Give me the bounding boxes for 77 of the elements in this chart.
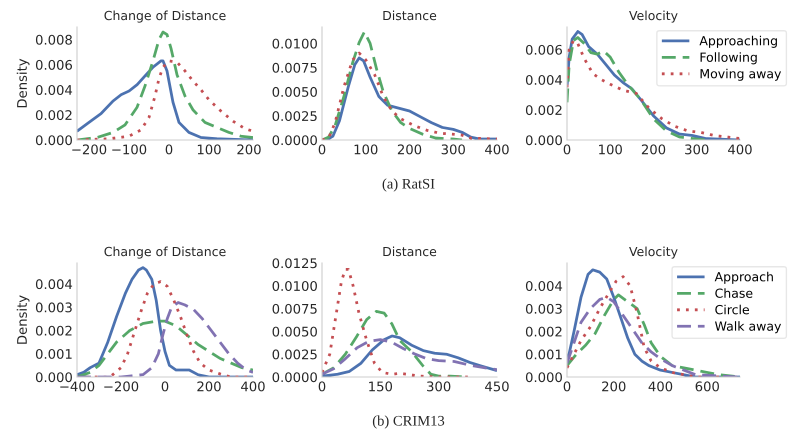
x-tick-label: 0 xyxy=(162,381,168,392)
x-tick-label: 300 xyxy=(427,381,450,392)
y-tick-label: 0.0000 xyxy=(272,372,317,382)
x-tick-label: −400 xyxy=(60,381,94,392)
text: (b) CRIM13 xyxy=(372,415,444,429)
x-tick-label: 100 xyxy=(198,144,221,154)
chart-title: Change of Distance xyxy=(104,10,226,23)
y-tick-label: 0.0075 xyxy=(272,62,317,73)
y-tick-label: 0.001 xyxy=(526,349,562,360)
x-tick-label: 200 xyxy=(197,381,221,392)
y-tick-label: 0.0050 xyxy=(272,326,317,337)
x-tick-label: 600 xyxy=(696,381,719,392)
x-tick-label: 100 xyxy=(599,144,622,154)
y-tick-label: 0.000 xyxy=(36,135,72,146)
x-tick-label: 200 xyxy=(602,381,626,392)
x-tick-label: 200 xyxy=(398,144,422,154)
legend-label: Walk away xyxy=(714,321,782,334)
y-tick-label: 0.002 xyxy=(526,326,562,337)
y-tick-label: 0.000 xyxy=(36,372,72,382)
y-tick-label: 0.0000 xyxy=(272,135,317,146)
x-tick-label: 0 xyxy=(166,144,172,154)
y-tick-label: 0.002 xyxy=(36,326,72,336)
y-tick-label: 0.000 xyxy=(526,135,562,146)
y-tick-label: 0.0050 xyxy=(272,86,317,97)
y-tick-label: 0.004 xyxy=(526,281,562,291)
legend-label: Circle xyxy=(715,304,749,314)
x-tick-label: 450 xyxy=(485,381,509,392)
legend-label: Moving away xyxy=(700,68,782,81)
line-series xyxy=(322,268,470,377)
x-tick-label: 150 xyxy=(369,381,392,392)
legend-label: Approach xyxy=(714,272,773,284)
chart-title: Distance xyxy=(383,10,436,20)
y-tick-label: 0.006 xyxy=(526,44,562,55)
legend-label: Approaching xyxy=(699,36,777,48)
y-tick-label: 0.003 xyxy=(36,302,72,312)
y-tick-label: 0.002 xyxy=(526,105,562,116)
x-tick-label: 400 xyxy=(648,381,672,392)
y-axis-title: Density xyxy=(16,58,30,108)
y-tick-label: 0.003 xyxy=(526,304,562,314)
legend-label: Chase xyxy=(715,288,752,298)
y-tick-label: 0.0075 xyxy=(272,304,317,314)
x-tick-label: 400 xyxy=(485,144,509,154)
chart-title: Distance xyxy=(383,246,436,256)
y-tick-label: 0.0025 xyxy=(272,111,317,122)
text: (a) RatSI xyxy=(382,178,435,192)
y-tick-label: 0.002 xyxy=(36,110,72,120)
x-tick-label: −200 xyxy=(104,381,138,392)
y-tick-label: 0.0100 xyxy=(272,38,317,49)
x-tick-label: 0 xyxy=(564,381,570,392)
legend-label: Following xyxy=(700,52,757,64)
x-tick-label: 400 xyxy=(728,144,752,154)
y-tick-label: 0.0125 xyxy=(272,258,317,268)
x-tick-label: −200 xyxy=(72,144,106,154)
y-tick-label: 0.004 xyxy=(36,279,72,290)
x-tick-label: 200 xyxy=(237,144,261,154)
x-tick-label: 0 xyxy=(318,381,326,392)
x-tick-label: 300 xyxy=(685,144,708,154)
chart-title: Change of Distance xyxy=(104,246,226,259)
line-series xyxy=(322,30,464,140)
x-tick-label: 200 xyxy=(642,144,666,154)
y-tick-label: 0.0100 xyxy=(272,281,317,291)
x-tick-label: 0 xyxy=(564,144,570,154)
x-tick-label: −100 xyxy=(112,144,146,154)
y-tick-label: 0.008 xyxy=(36,34,72,45)
chart-title: Velocity xyxy=(629,10,678,23)
y-tick-label: 0.006 xyxy=(36,60,72,70)
y-tick-label: 0.004 xyxy=(526,74,562,85)
x-tick-label: 400 xyxy=(241,381,265,392)
y-axis-title: Density xyxy=(16,295,30,344)
y-tick-label: 0.004 xyxy=(36,85,72,95)
y-tick-label: 0.000 xyxy=(526,372,562,382)
x-tick-label: 300 xyxy=(442,144,465,154)
x-tick-label: 100 xyxy=(354,144,378,154)
y-tick-label: 0.001 xyxy=(36,348,72,359)
chart-title: Velocity xyxy=(629,246,678,259)
x-tick-label: 0 xyxy=(318,144,326,154)
y-tick-label: 0.0025 xyxy=(272,349,317,360)
